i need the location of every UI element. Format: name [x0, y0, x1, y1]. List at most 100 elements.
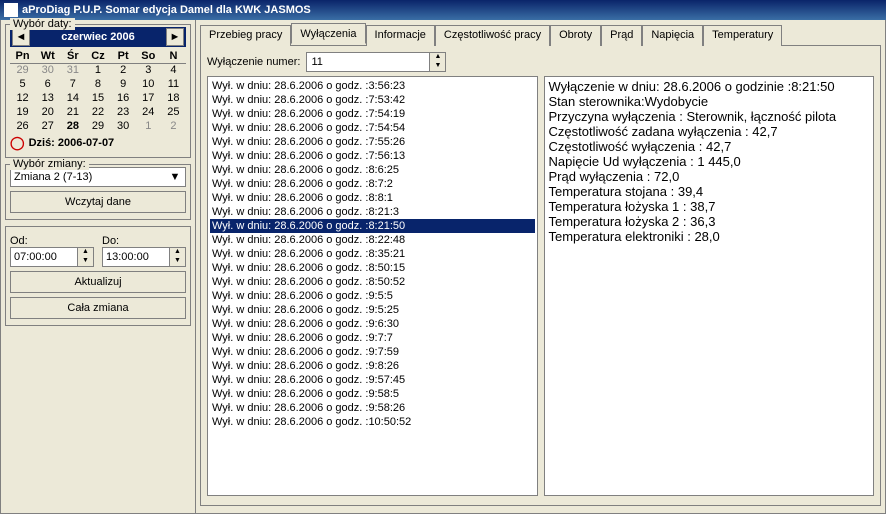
list-item[interactable]: Wył. w dniu: 28.6.2006 o godz. :9:57:45	[210, 373, 535, 387]
tab-częstotliwość-pracy[interactable]: Częstotliwość pracy	[435, 25, 550, 46]
weekday-header: Pt	[111, 49, 136, 63]
calendar-day[interactable]: 29	[10, 63, 35, 77]
whole-shift-button[interactable]: Cała zmiana	[10, 297, 186, 319]
list-item[interactable]: Wył. w dniu: 28.6.2006 o godz. :8:21:50	[210, 219, 535, 233]
list-item[interactable]: Wył. w dniu: 28.6.2006 o godz. :8:7:2	[210, 177, 535, 191]
od-label: Od:	[10, 235, 94, 247]
prev-month-button[interactable]: ◄	[12, 28, 30, 46]
calendar-day[interactable]: 12	[10, 91, 35, 105]
calendar-day[interactable]: 5	[10, 77, 35, 91]
calendar-day[interactable]: 28	[60, 119, 85, 133]
calendar-day[interactable]: 11	[161, 77, 186, 91]
calendar-day[interactable]: 6	[35, 77, 60, 91]
calendar-day[interactable]: 27	[35, 119, 60, 133]
list-item[interactable]: Wył. w dniu: 28.6.2006 o godz. :9:7:7	[210, 331, 535, 345]
spin-down-icon[interactable]: ▼	[429, 62, 445, 71]
do-label: Do:	[102, 235, 186, 247]
shift-select[interactable]: Zmiana 2 (7-13) ▼	[10, 167, 186, 187]
list-item[interactable]: Wył. w dniu: 28.6.2006 o godz. :8:50:52	[210, 275, 535, 289]
sidebar: Wybór daty: ◄ czerwiec 2006 ► PnWtŚrCzPt…	[0, 20, 196, 514]
time-from-input[interactable]: 07:00:00 ▲▼	[10, 247, 94, 267]
update-button[interactable]: Aktualizuj	[10, 271, 186, 293]
calendar-day[interactable]: 7	[60, 77, 85, 91]
calendar-day[interactable]: 9	[111, 77, 136, 91]
detail-line: Wyłączenie w dniu: 28.6.2006 o godzinie …	[547, 79, 872, 94]
spin-down-icon[interactable]: ▼	[169, 257, 185, 266]
today-row[interactable]: ◯ Dziś: 2006-07-07	[10, 135, 186, 151]
list-item[interactable]: Wył. w dniu: 28.6.2006 o godz. :7:55:26	[210, 135, 535, 149]
list-item[interactable]: Wył. w dniu: 28.6.2006 o godz. :8:50:15	[210, 261, 535, 275]
calendar-day[interactable]: 1	[136, 119, 161, 133]
calendar-day[interactable]: 30	[111, 119, 136, 133]
tab-obroty[interactable]: Obroty	[550, 25, 601, 46]
calendar-day[interactable]: 21	[60, 105, 85, 119]
calendar-day[interactable]: 31	[60, 63, 85, 77]
calendar-day[interactable]: 29	[85, 119, 110, 133]
next-month-button[interactable]: ►	[166, 28, 184, 46]
shutdown-list[interactable]: Wył. w dniu: 28.6.2006 o godz. :3:56:23W…	[207, 76, 538, 496]
list-item[interactable]: Wył. w dniu: 28.6.2006 o godz. :9:58:5	[210, 387, 535, 401]
tab-przebieg-pracy[interactable]: Przebieg pracy	[200, 25, 291, 46]
calendar-day[interactable]: 2	[161, 119, 186, 133]
list-item[interactable]: Wył. w dniu: 28.6.2006 o godz. :7:53:42	[210, 93, 535, 107]
spin-down-icon[interactable]: ▼	[77, 257, 93, 266]
list-item[interactable]: Wył. w dniu: 28.6.2006 o godz. :8:35:21	[210, 247, 535, 261]
spin-up-icon[interactable]: ▲	[169, 248, 185, 257]
list-item[interactable]: Wył. w dniu: 28.6.2006 o godz. :7:54:54	[210, 121, 535, 135]
date-group-label: Wybór daty:	[10, 18, 75, 30]
calendar-day[interactable]: 1	[85, 63, 110, 77]
shift-group-label: Wybór zmiany:	[10, 158, 89, 170]
weekday-header: Pn	[10, 49, 35, 63]
list-item[interactable]: Wył. w dniu: 28.6.2006 o godz. :9:6:30	[210, 317, 535, 331]
calendar-day[interactable]: 15	[85, 91, 110, 105]
calendar-nav: ◄ czerwiec 2006 ►	[10, 27, 186, 47]
calendar-day[interactable]: 20	[35, 105, 60, 119]
spin-up-icon[interactable]: ▲	[77, 248, 93, 257]
calendar-day[interactable]: 13	[35, 91, 60, 105]
calendar-day[interactable]: 8	[85, 77, 110, 91]
list-item[interactable]: Wył. w dniu: 28.6.2006 o godz. :10:50:52	[210, 415, 535, 429]
tab-napięcia[interactable]: Napięcia	[642, 25, 703, 46]
calendar-day[interactable]: 26	[10, 119, 35, 133]
tab-temperatury[interactable]: Temperatury	[703, 25, 782, 46]
tab-informacje[interactable]: Informacje	[366, 25, 435, 46]
calendar-day[interactable]: 24	[136, 105, 161, 119]
calendar-day[interactable]: 22	[85, 105, 110, 119]
list-item[interactable]: Wył. w dniu: 28.6.2006 o godz. :9:5:25	[210, 303, 535, 317]
calendar-day[interactable]: 4	[161, 63, 186, 77]
tab-prąd[interactable]: Prąd	[601, 25, 642, 46]
list-item[interactable]: Wył. w dniu: 28.6.2006 o godz. :7:56:13	[210, 149, 535, 163]
detail-line: Przyczyna wyłączenia : Sterownik, łączno…	[547, 109, 872, 124]
load-data-button[interactable]: Wczytaj dane	[10, 191, 186, 213]
list-item[interactable]: Wył. w dniu: 28.6.2006 o godz. :9:8:26	[210, 359, 535, 373]
numer-input[interactable]: 11 ▲▼	[306, 52, 446, 72]
calendar-day[interactable]: 16	[111, 91, 136, 105]
list-item[interactable]: Wył. w dniu: 28.6.2006 o godz. :3:56:23	[210, 79, 535, 93]
calendar-day[interactable]: 10	[136, 77, 161, 91]
shift-group: Wybór zmiany: Zmiana 2 (7-13) ▼ Wczytaj …	[5, 164, 191, 220]
spin-up-icon[interactable]: ▲	[429, 53, 445, 62]
list-item[interactable]: Wył. w dniu: 28.6.2006 o godz. :9:58:26	[210, 401, 535, 415]
calendar-day[interactable]: 17	[136, 91, 161, 105]
list-item[interactable]: Wył. w dniu: 28.6.2006 o godz. :7:54:19	[210, 107, 535, 121]
app-icon	[4, 3, 18, 17]
time-to-value: 13:00:00	[103, 251, 169, 263]
list-item[interactable]: Wył. w dniu: 28.6.2006 o godz. :9:7:59	[210, 345, 535, 359]
calendar-day[interactable]: 30	[35, 63, 60, 77]
calendar-day[interactable]: 3	[136, 63, 161, 77]
calendar-day[interactable]: 25	[161, 105, 186, 119]
calendar-day[interactable]: 19	[10, 105, 35, 119]
list-item[interactable]: Wył. w dniu: 28.6.2006 o godz. :8:6:25	[210, 163, 535, 177]
list-item[interactable]: Wył. w dniu: 28.6.2006 o godz. :8:22:48	[210, 233, 535, 247]
tab-wyłączenia[interactable]: Wyłączenia	[291, 23, 365, 44]
list-item[interactable]: Wył. w dniu: 28.6.2006 o godz. :9:5:5	[210, 289, 535, 303]
list-item[interactable]: Wył. w dniu: 28.6.2006 o godz. :8:21:3	[210, 205, 535, 219]
calendar-day[interactable]: 14	[60, 91, 85, 105]
calendar-day[interactable]: 18	[161, 91, 186, 105]
list-item[interactable]: Wył. w dniu: 28.6.2006 o godz. :8:8:1	[210, 191, 535, 205]
time-to-input[interactable]: 13:00:00 ▲▼	[102, 247, 186, 267]
calendar-day[interactable]: 23	[111, 105, 136, 119]
tab-body: Wyłączenie numer: 11 ▲▼ Wył. w dniu: 28.…	[200, 46, 881, 506]
today-date: 2006-07-07	[58, 137, 114, 149]
calendar-day[interactable]: 2	[111, 63, 136, 77]
